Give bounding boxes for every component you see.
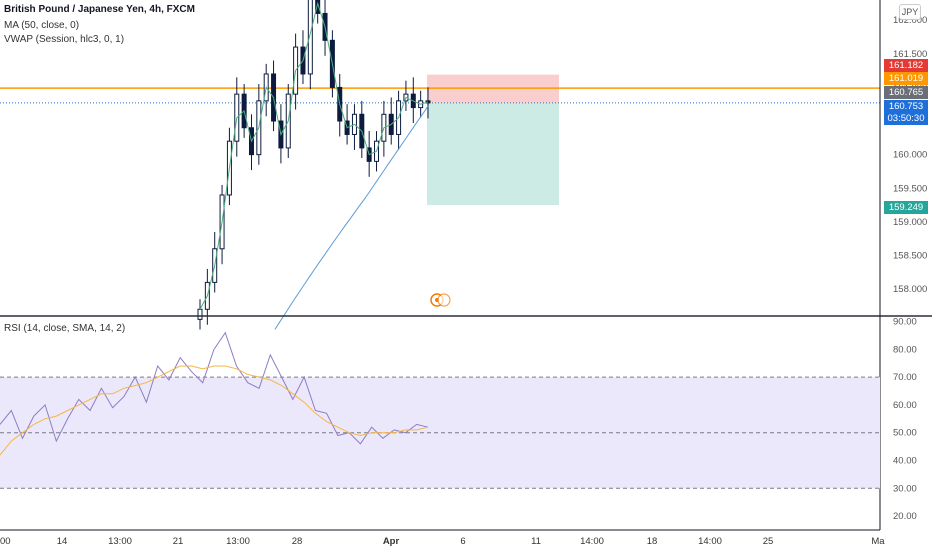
price-tick-label: 160.000 bbox=[893, 150, 927, 161]
countdown-timer: 03:50:30 bbox=[884, 112, 928, 125]
vwap-line[interactable] bbox=[199, 1, 429, 310]
time-tick-label: Apr bbox=[383, 536, 400, 547]
candle-body bbox=[307, 0, 313, 75]
time-tick-label: 28 bbox=[292, 536, 303, 547]
vwap-legend[interactable]: VWAP (Session, hlc3, 0, 1) bbox=[4, 34, 125, 45]
time-tick-label: 00 bbox=[0, 536, 11, 547]
price-tick-label: 159.000 bbox=[893, 217, 927, 228]
rsi-legend[interactable]: RSI (14, close, SMA, 14, 2) bbox=[4, 323, 126, 334]
alert-icon[interactable] bbox=[430, 293, 451, 307]
candle-body bbox=[425, 100, 431, 104]
rsi-tick-label: 20.00 bbox=[893, 511, 917, 522]
price-tick-label: 161.500 bbox=[893, 49, 927, 60]
rsi-ma-line[interactable] bbox=[0, 365, 429, 456]
price-axis[interactable]: 162.000161.500161.000160.500160.000159.5… bbox=[893, 15, 927, 295]
price-tick-label: 158.000 bbox=[893, 284, 927, 295]
candle-body bbox=[315, 0, 321, 14]
price-box-line: 161.019 bbox=[884, 72, 928, 85]
rsi-tick-label: 30.00 bbox=[893, 483, 917, 494]
candle-body bbox=[197, 308, 203, 320]
price-box-last: 160.753 bbox=[884, 100, 928, 113]
rsi-tick-label: 90.00 bbox=[893, 317, 917, 328]
time-tick-label: 14:00 bbox=[698, 536, 722, 547]
time-tick-label: 21 bbox=[173, 536, 184, 547]
currency-badge[interactable]: JPY bbox=[899, 4, 921, 20]
time-tick-label: 25 bbox=[763, 536, 774, 547]
time-tick-label: 13:00 bbox=[108, 536, 132, 547]
time-axis[interactable]: 00 14 13:00 21 13:00 28 Apr 6 11 14:00 18 14:00 25 Ma bbox=[0, 536, 885, 547]
time-tick-label: 18 bbox=[647, 536, 658, 547]
ma-legend[interactable]: MA (50, close, 0) bbox=[4, 20, 80, 31]
time-tick-label: 14:00 bbox=[580, 536, 604, 547]
price-tick-label: 162.000 bbox=[893, 15, 927, 26]
time-tick-label: 14 bbox=[57, 536, 68, 547]
time-tick-label: Ma bbox=[871, 536, 885, 547]
price-tick-label: 158.500 bbox=[893, 250, 927, 261]
rsi-line[interactable] bbox=[0, 331, 429, 445]
time-tick-label: 11 bbox=[531, 536, 541, 547]
rsi-axis[interactable]: 90.00 80.00 70.00 60.00 50.00 40.00 30.00 20.00 bbox=[893, 317, 917, 523]
rsi-pane[interactable] bbox=[0, 331, 880, 489]
moving-average-line[interactable] bbox=[274, 105, 429, 330]
price-box-entry: 160.765 bbox=[884, 86, 928, 99]
time-tick-label: 13:00 bbox=[226, 536, 250, 547]
price-box-level: 161.182 bbox=[884, 59, 928, 72]
price-pane[interactable] bbox=[0, 0, 880, 330]
time-tick-label: 6 bbox=[460, 536, 465, 547]
rsi-tick-label: 80.00 bbox=[893, 344, 917, 355]
rsi-tick-label: 50.00 bbox=[893, 428, 917, 439]
rsi-tick-label: 70.00 bbox=[893, 372, 917, 383]
rsi-band bbox=[0, 377, 880, 489]
price-box-target: 159.249 bbox=[884, 201, 928, 214]
chart-title: British Pound / Japanese Yen, 4h, FXCM bbox=[4, 4, 195, 15]
take-profit-zone[interactable] bbox=[427, 102, 559, 206]
rsi-tick-label: 60.00 bbox=[893, 400, 917, 411]
rsi-tick-label: 40.00 bbox=[893, 456, 917, 467]
price-tick-label: 159.500 bbox=[893, 183, 927, 194]
